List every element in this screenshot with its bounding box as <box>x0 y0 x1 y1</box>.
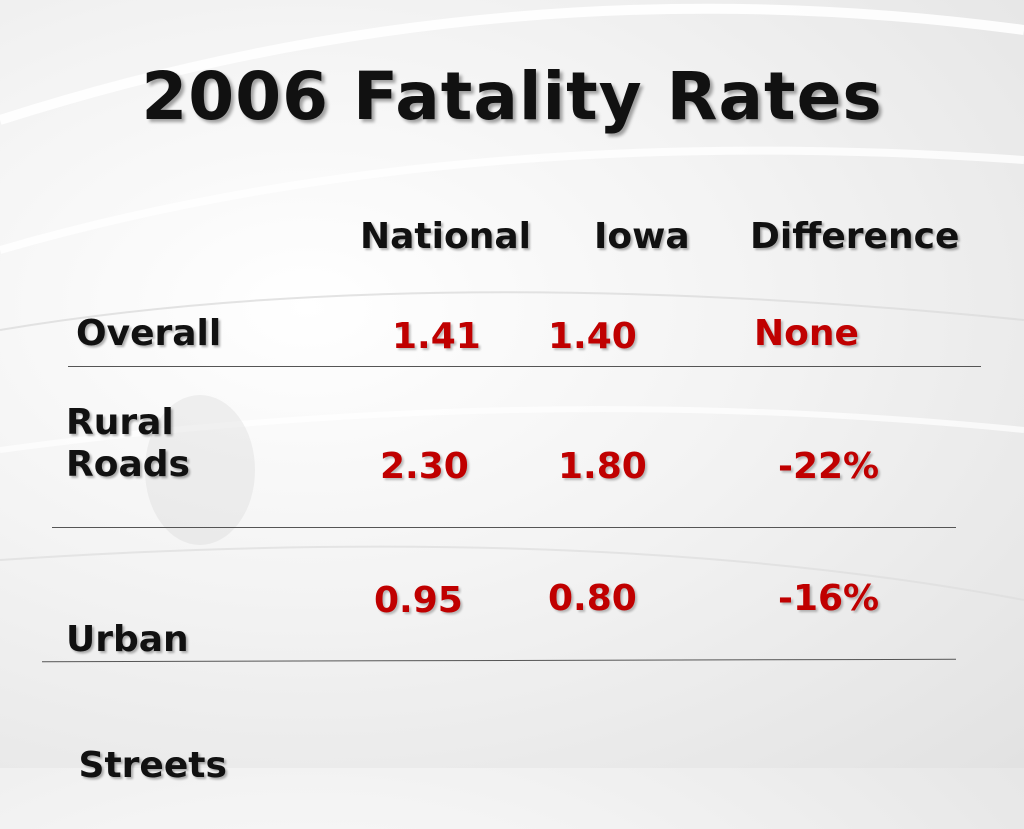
background-swoosh <box>0 291 1024 601</box>
cell-national: 0.95 <box>374 580 463 621</box>
row-label-line: Roads <box>66 444 190 485</box>
cell-difference: -16% <box>778 578 880 619</box>
row-divider <box>68 366 981 367</box>
header-difference: Difference <box>750 216 960 257</box>
cell-iowa: 0.80 <box>548 578 637 619</box>
row-divider <box>52 527 956 528</box>
row-label-line: Streets <box>66 745 227 786</box>
row-label-overall: Overall <box>76 313 221 355</box>
cell-iowa: 1.80 <box>558 446 647 487</box>
cell-national: 1.41 <box>392 316 481 357</box>
row-label-rural-roads: Rural Roads <box>66 402 190 486</box>
row-label-line: Rural <box>66 402 174 443</box>
slide-title: 2006 Fatality Rates <box>141 58 883 135</box>
header-iowa: Iowa <box>594 216 690 257</box>
cell-national: 2.30 <box>380 446 469 487</box>
row-label-line: Urban <box>66 619 189 660</box>
row-label-urban-streets: Urban Streets <box>66 535 227 829</box>
cell-iowa: 1.40 <box>548 316 637 357</box>
cell-difference: -22% <box>778 446 880 487</box>
row-label-line: Overall <box>76 313 222 354</box>
header-national: National <box>360 216 531 257</box>
cell-difference: None <box>754 313 859 354</box>
